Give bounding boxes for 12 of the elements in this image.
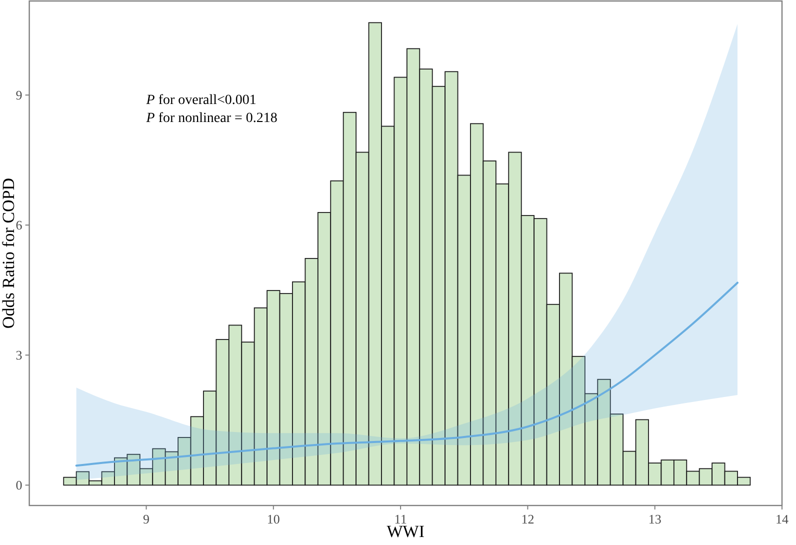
- y-tick-label: 6: [16, 218, 23, 233]
- y-tick-label: 3: [16, 348, 22, 363]
- annotation: P for overall<0.001: [145, 93, 256, 108]
- x-tick-label: 14: [776, 512, 789, 526]
- x-tick-label: 10: [266, 512, 280, 526]
- annotation: P for nonlinear = 0.218: [145, 111, 278, 126]
- line-series: [75, 282, 738, 467]
- x-tick-label: 13: [648, 512, 662, 526]
- y-tick-label: 9: [16, 88, 22, 103]
- x-tick-label: 12: [521, 512, 534, 526]
- y-tick-label: 0: [16, 478, 22, 493]
- x-tick-label: 9: [143, 512, 150, 526]
